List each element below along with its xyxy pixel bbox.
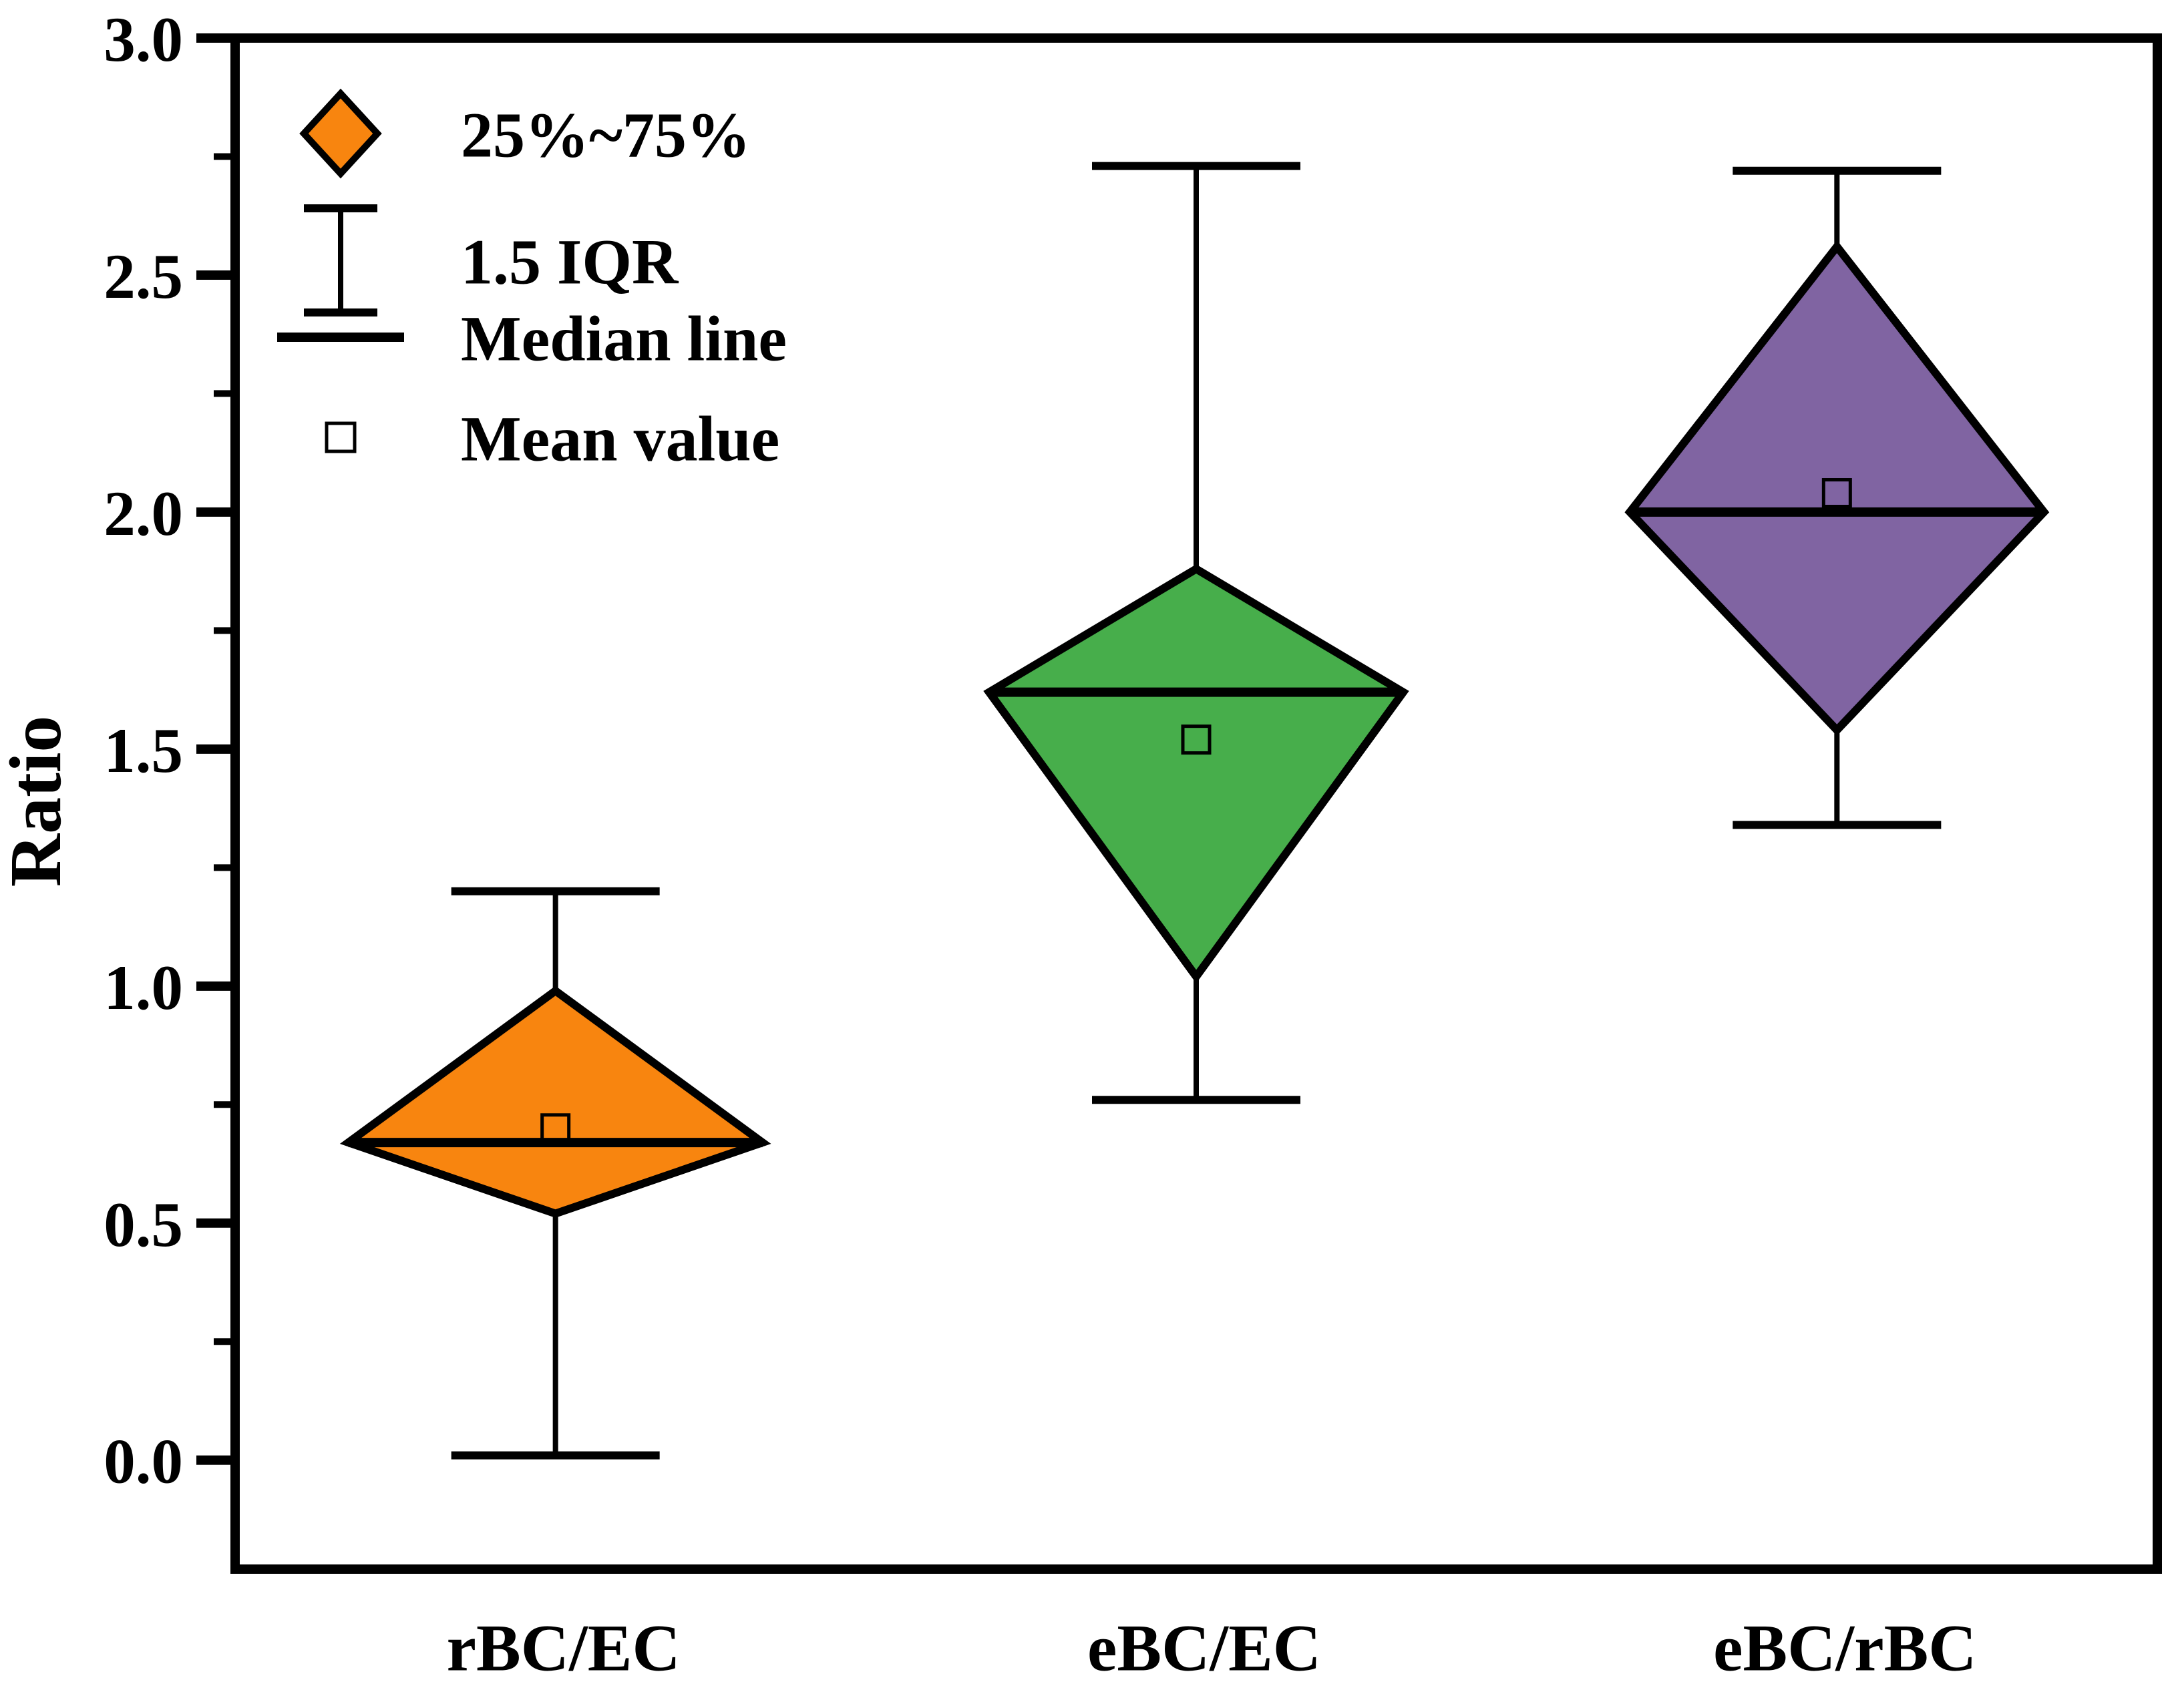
x-axis-category-labels: rBC/EC eBC/EC eBC/rBC [447,1611,1977,1685]
quartile-diamond-icon [299,88,382,179]
y-axis-tick-label: 3.0 [104,4,183,75]
mean-marker [540,1113,571,1144]
mean-marker [1181,724,1212,755]
y-axis-title: Ratio [0,716,76,887]
y-axis-tick-label: 2.5 [104,241,183,312]
legend-label: Mean value [461,403,779,475]
legend-label: 25%~75% [461,99,751,171]
y-axis-tick-label: 0.5 [104,1189,183,1260]
quartile-diamond [983,564,1409,984]
series-ebc-rbc [1624,166,2050,829]
series-rbc-ec [339,887,771,1460]
mean-square-icon [325,421,357,453]
y-axis-tick-label: 1.0 [104,952,183,1023]
x-category-label: eBC/EC [1087,1611,1321,1685]
quartile-diamond [339,986,771,1218]
quartile-diamond [1624,240,2050,736]
series-ebc-ec [983,162,1409,1104]
y-axis-tick-label: 2.0 [104,478,183,549]
y-axis-tick-label: 1.5 [104,715,183,786]
series-group [339,162,2050,1460]
legend-label: 1.5 IQR [461,226,679,298]
legend-item-3: Median line [277,303,787,375]
legend-label: Median line [461,303,787,375]
y-axis-tick-labels: 0.0 0.5 1.0 1.5 2.0 2.5 3.0 [104,4,183,1497]
x-category-label: eBC/rBC [1713,1611,1976,1685]
y-axis-tick-label: 0.0 [104,1426,183,1497]
y-axis-ticks [196,33,235,1465]
mean-marker [1821,478,1852,509]
legend-item-2: 1.5 IQR [304,204,679,316]
legend-item-4: Mean value [325,403,779,475]
x-category-label: rBC/EC [447,1611,681,1685]
legend-item-1: 25%~75% [299,88,751,179]
plot-frame [230,33,2162,1574]
